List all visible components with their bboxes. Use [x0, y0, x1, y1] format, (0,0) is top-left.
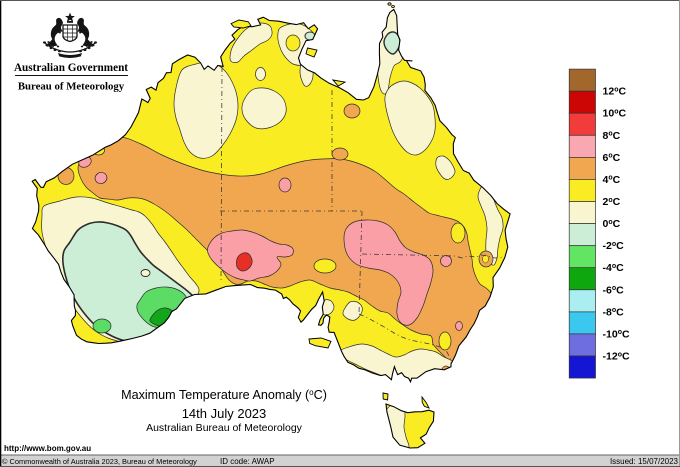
svg-text:ID code: AWAP: ID code: AWAP: [220, 457, 275, 466]
svg-text:8oC: 8oC: [603, 130, 621, 142]
svg-text:-4oC: -4oC: [603, 262, 625, 274]
svg-text:14th July 2023: 14th July 2023: [182, 406, 267, 421]
svg-text:-2oC: -2oC: [603, 240, 625, 252]
svg-text:-8oC: -8oC: [603, 306, 625, 318]
svg-text:Bureau of Meteorology: Bureau of Meteorology: [18, 81, 125, 93]
svg-text:2oC: 2oC: [603, 196, 621, 208]
svg-text:6oC: 6oC: [603, 152, 621, 164]
svg-text:Issued: 15/07/2023: Issued: 15/07/2023: [610, 457, 679, 466]
svg-text:© Commonwealth of Australia 20: © Commonwealth of Australia 2023, Bureau…: [2, 457, 197, 466]
svg-text:4oC: 4oC: [603, 174, 621, 186]
svg-text:0oC: 0oC: [603, 218, 621, 230]
svg-text:-6oC: -6oC: [603, 284, 625, 296]
svg-text:12oC: 12oC: [603, 86, 627, 98]
svg-text:-10oC: -10oC: [603, 328, 630, 340]
svg-text:Maximum Temperature Anomaly (o: Maximum Temperature Anomaly (oC): [121, 388, 327, 402]
svg-text:Australian Government: Australian Government: [14, 62, 128, 74]
svg-text:10oC: 10oC: [603, 108, 627, 120]
svg-text:-12oC: -12oC: [603, 351, 630, 363]
svg-text:http://www.bom.gov.au: http://www.bom.gov.au: [4, 444, 91, 453]
svg-text:Australian Bureau of Meteorolo: Australian Bureau of Meteorology: [146, 422, 303, 434]
